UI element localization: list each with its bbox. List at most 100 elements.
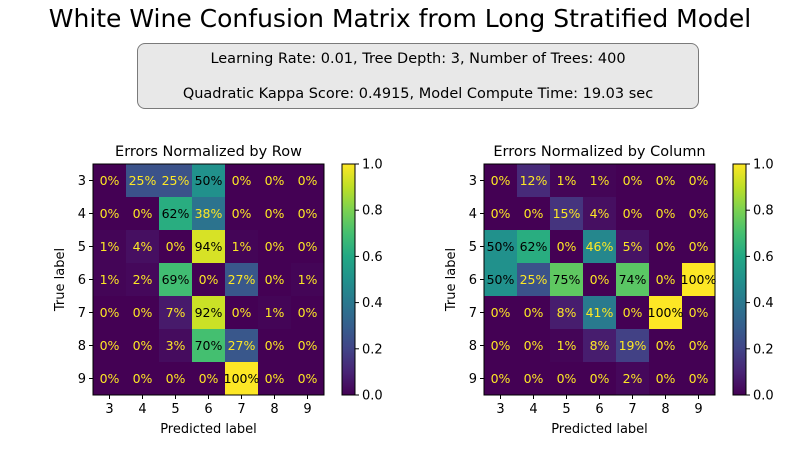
cell-value-label: 0%: [298, 338, 318, 353]
cell-value-label: 0%: [656, 272, 676, 287]
heatmap-cell: [93, 362, 127, 396]
heatmap-cell: [583, 230, 617, 264]
y-tick-label: 7: [469, 306, 477, 321]
heatmap-cell: [93, 164, 127, 198]
cell-value-label: 100%: [648, 305, 684, 320]
cell-value-label: 4%: [133, 239, 153, 254]
x-tick-label: 6: [204, 402, 212, 417]
heatmap-cell: [225, 362, 259, 396]
heatmap-cell: [550, 296, 584, 330]
cell-value-label: 0%: [689, 371, 709, 386]
cell-value-label: 0%: [656, 371, 676, 386]
cell-value-label: 92%: [195, 305, 223, 320]
cell-value-label: 0%: [524, 338, 544, 353]
heatmap-cell: [682, 197, 716, 231]
heatmap-cell: [682, 164, 716, 198]
y-tick-label: 8: [78, 339, 86, 354]
heatmap-cell: [126, 362, 160, 396]
heatmap-cell: [583, 164, 617, 198]
cell-value-label: 0%: [298, 206, 318, 221]
heatmap-cell: [192, 362, 226, 396]
heatmap-cell: [93, 263, 127, 297]
cell-value-label: 25%: [129, 173, 157, 188]
heatmap-cell: [517, 296, 551, 330]
cell-value-label: 0%: [623, 173, 643, 188]
cell-value-label: 46%: [586, 239, 614, 254]
cell-value-label: 3%: [166, 338, 186, 353]
cell-value-label: 0%: [100, 371, 120, 386]
chart-main-title: White Wine Confusion Matrix from Long St…: [48, 4, 752, 33]
cell-value-label: 1%: [232, 239, 252, 254]
y-tick-label: 6: [469, 273, 477, 288]
heatmap-col-normalized: 0% 12% 1% 1% 0% 0% 0%0% 0% 15% 4% 0% 0% 0%50% 62% 0% 46…: [444, 144, 774, 437]
heatmap-cell: [583, 329, 617, 363]
cell-value-label: 0%: [623, 305, 643, 320]
heatmap-cell: [550, 230, 584, 264]
heatmap-cell: [159, 197, 193, 231]
heatmap-cell: [258, 296, 292, 330]
heatmap-cell: [159, 230, 193, 264]
heatmap-cell: [291, 197, 325, 231]
heatmap-cell: [126, 197, 160, 231]
cell-value-label: 1%: [100, 239, 120, 254]
heatmap-cell: [517, 362, 551, 396]
cell-value-label: 0%: [491, 338, 511, 353]
heatmap-cell: [93, 296, 127, 330]
cell-value-label: 0%: [100, 173, 120, 188]
model-params-text: Learning Rate: 0.01, Tree Depth: 3, Numb…: [210, 51, 626, 67]
cell-value-label: 0%: [524, 371, 544, 386]
cell-value-label: 70%: [195, 338, 223, 353]
y-tick-label: 4: [469, 207, 477, 222]
cell-value-label: 2%: [133, 272, 153, 287]
cell-value-label: 0%: [133, 206, 153, 221]
heatmap-cell: [616, 263, 650, 297]
cell-value-label: 69%: [162, 272, 190, 287]
heatmap-cell: [616, 230, 650, 264]
cell-value-label: 0%: [298, 305, 318, 320]
cell-value-label: 0%: [199, 272, 219, 287]
heatmap-cell: [583, 296, 617, 330]
cell-value-label: 0%: [491, 371, 511, 386]
cell-value-label: 50%: [195, 173, 223, 188]
x-axis-label: Predicted label: [160, 422, 257, 437]
heatmap-cell: [258, 362, 292, 396]
heatmap-cell: [484, 230, 518, 264]
y-tick-label: 9: [469, 372, 477, 387]
heatmap-cell: [649, 164, 683, 198]
cell-value-label: 0%: [689, 173, 709, 188]
heatmap-cell: [517, 230, 551, 264]
heatmap-cell: [225, 329, 259, 363]
model-info-box: Learning Rate: 0.01, Tree Depth: 3, Numb…: [137, 43, 699, 109]
heatmap-cell: [616, 164, 650, 198]
heatmap-cell: [583, 263, 617, 297]
cell-value-label: 0%: [232, 305, 252, 320]
heatmap-cell: [649, 296, 683, 330]
cell-value-label: 8%: [557, 305, 577, 320]
cell-value-label: 1%: [265, 305, 285, 320]
heatmap-cell: [192, 329, 226, 363]
cell-value-label: 0%: [689, 206, 709, 221]
colorbar-tick-label: 0.2: [753, 342, 774, 357]
cell-value-label: 0%: [265, 173, 285, 188]
y-tick-label: 5: [469, 240, 477, 255]
colorbar-tick-label: 0.6: [362, 250, 383, 265]
heatmap-cell: [616, 329, 650, 363]
heatmap-cell: [550, 362, 584, 396]
cell-value-label: 0%: [298, 173, 318, 188]
heatmap-cell: [159, 329, 193, 363]
cell-value-label: 0%: [298, 371, 318, 386]
heatmap-cell: [159, 164, 193, 198]
heatmap-cell: [550, 263, 584, 297]
heatmap-cell: [649, 197, 683, 231]
heatmap-cell: [159, 362, 193, 396]
heatmap-cell: [159, 263, 193, 297]
cell-value-label: 0%: [491, 173, 511, 188]
colorbar-tick-label: 0.0: [362, 389, 383, 404]
colorbar-tick-label: 0.4: [362, 296, 383, 311]
heatmap-cell: [225, 296, 259, 330]
cell-value-label: 0%: [656, 239, 676, 254]
cell-value-label: 0%: [689, 239, 709, 254]
y-tick-label: 5: [78, 240, 86, 255]
heatmap-cell: [192, 263, 226, 297]
heatmap-cell: [649, 329, 683, 363]
